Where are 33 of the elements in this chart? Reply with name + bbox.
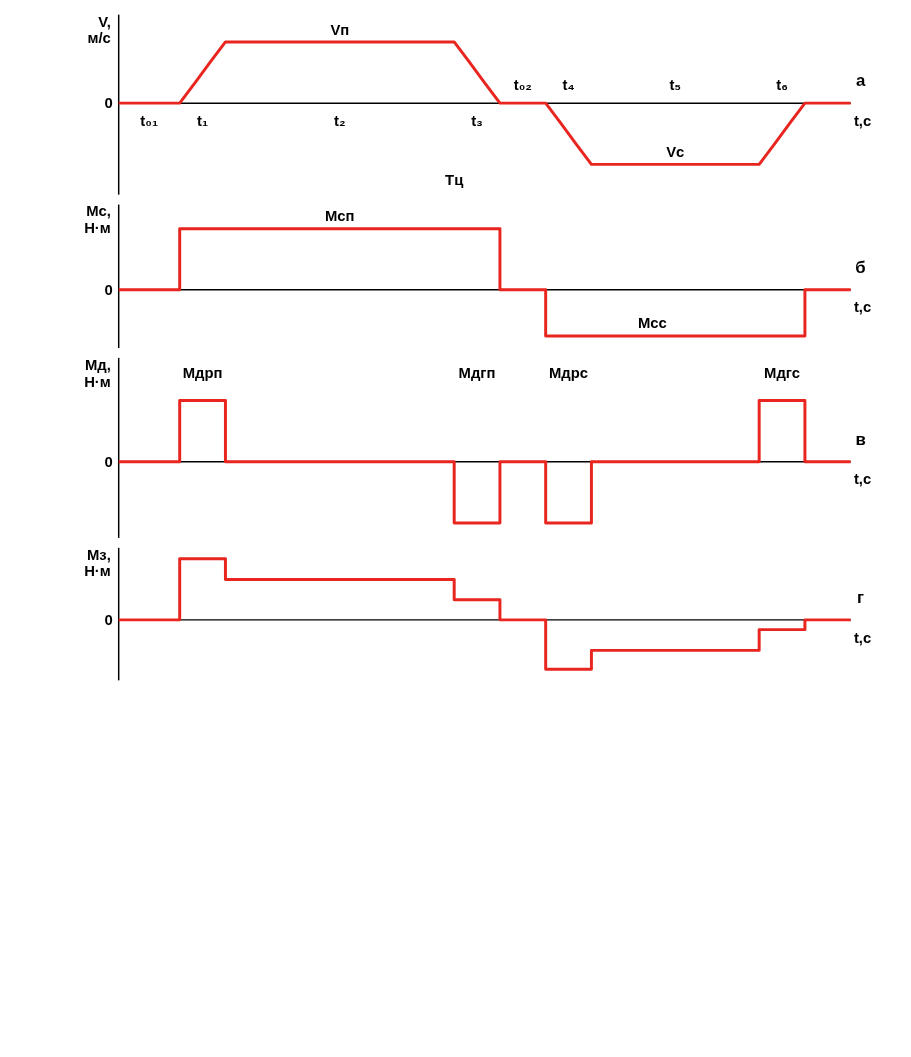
annotation: t₅ (669, 76, 682, 93)
y-axis-title: Мз, Н·м (84, 546, 111, 580)
text: 0 (104, 95, 113, 112)
text: Мдрп (182, 364, 223, 381)
x-axis-title: t,c (853, 629, 872, 646)
text: Мдрс (549, 364, 589, 381)
y-axis-title: V, м/с (87, 13, 111, 47)
annotation: t₂ (334, 113, 346, 130)
text: Мдгп (458, 364, 496, 381)
annotation: t₀₂ (513, 76, 532, 93)
text: б (855, 257, 866, 277)
annotation: t₄ (562, 76, 575, 93)
text: 0 (104, 281, 113, 298)
x-axis-title: t,c (853, 471, 872, 488)
text: 0 (104, 453, 113, 470)
y-axis-title: Мд, Н·м (84, 356, 111, 390)
text: 0 (104, 611, 113, 628)
x-axis-title: t,c (853, 299, 872, 316)
annotation: t₁ (197, 113, 209, 130)
text: Мсп (325, 208, 355, 225)
x-axis-title: t,c (853, 112, 872, 129)
text: а (855, 71, 866, 91)
annotation: Мсс (638, 315, 667, 332)
annotation: t₀₁ (140, 113, 159, 130)
text: в (855, 429, 866, 449)
annotation: Vс (666, 144, 685, 161)
text: Vп (330, 21, 350, 38)
text: Мдгс (764, 364, 801, 381)
annotation: t₃ (471, 113, 483, 130)
y-axis-title: Мс, Н·м (84, 203, 111, 237)
text: Tц (445, 171, 464, 188)
text: г (857, 588, 865, 608)
annotation: t₆ (776, 76, 788, 93)
